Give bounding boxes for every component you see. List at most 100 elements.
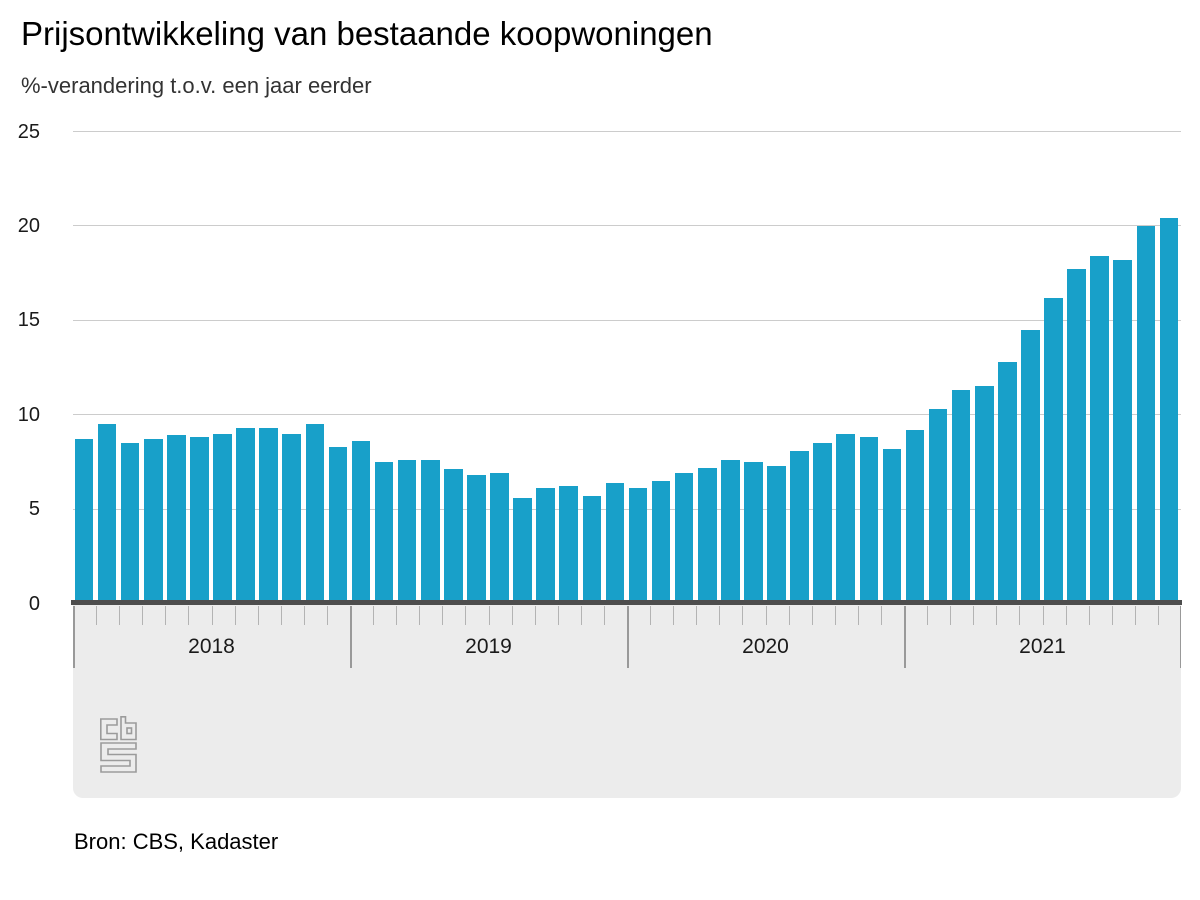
x-axis-year-label: 2019 (465, 634, 512, 658)
month-tick (1065, 605, 1067, 625)
month-tick (465, 605, 467, 625)
y-axis-label: 15 (17, 309, 40, 332)
bar-2019-01 (351, 441, 371, 604)
x-axis-line (71, 600, 1182, 605)
bar-2020-08 (790, 450, 809, 604)
bar-2019-08 (513, 497, 532, 604)
bar-2019-07 (490, 473, 509, 604)
gridline-25 (73, 131, 1181, 132)
y-axis-label: 20 (17, 214, 40, 237)
chart-subtitle: %-verandering t.o.v. een jaar eerder (21, 73, 372, 98)
source-note: Bron: CBS, Kadaster (74, 829, 279, 854)
month-tick (326, 605, 328, 625)
x-axis-panel: 2018 2019 2020 2021 (73, 604, 1181, 798)
bar-2018-12 (328, 446, 348, 604)
bar-2021-06 (1021, 329, 1040, 604)
bar-2021-12 (1159, 218, 1179, 604)
y-axis-label: 25 (17, 120, 40, 143)
bar-2021-02 (928, 409, 948, 604)
year-divider (1179, 605, 1181, 668)
month-tick (696, 605, 698, 625)
bar-2019-06 (467, 475, 486, 604)
plot-area (73, 131, 1181, 604)
bar-2020-11 (859, 437, 879, 604)
bar-2019-12 (605, 482, 625, 604)
bar-2021-01 (905, 429, 925, 604)
year-divider (627, 605, 629, 668)
bar-2020-09 (813, 443, 832, 604)
month-tick (950, 605, 952, 625)
month-tick (165, 605, 167, 625)
month-tick (927, 605, 929, 625)
bar-2018-05 (167, 435, 186, 604)
bar-2021-05 (998, 361, 1017, 604)
month-tick (442, 605, 444, 625)
bar-2018-11 (305, 424, 325, 604)
bar-2021-08 (1067, 269, 1086, 604)
bar-2020-07 (767, 465, 786, 604)
bar-2019-09 (536, 488, 555, 604)
bar-2021-07 (1044, 297, 1063, 604)
month-tick (419, 605, 421, 625)
bar-2018-06 (190, 437, 209, 604)
month-tick (488, 605, 490, 625)
month-tick (1157, 605, 1159, 625)
x-axis-year-label: 2020 (742, 634, 789, 658)
month-tick (188, 605, 190, 625)
month-tick (234, 605, 236, 625)
x-axis-year-label: 2021 (1019, 634, 1066, 658)
bar-2020-04 (697, 467, 717, 604)
bar-2020-12 (882, 448, 902, 604)
month-tick (1088, 605, 1090, 625)
y-axis-label: 5 (28, 498, 40, 521)
chart-title: Prijsontwikkeling van bestaande koopwoni… (21, 15, 713, 52)
bar-2020-02 (651, 480, 671, 604)
bar-2019-11 (582, 495, 602, 604)
month-tick (119, 605, 121, 625)
month-tick (373, 605, 375, 625)
bar-2018-09 (259, 427, 278, 604)
month-tick (973, 605, 975, 625)
month-tick (742, 605, 744, 625)
bar-2021-10 (1113, 259, 1133, 604)
bar-2018-07 (213, 433, 232, 604)
month-tick (303, 605, 305, 625)
month-tick (673, 605, 675, 625)
bar-2018-02 (97, 424, 117, 604)
gridline-20 (73, 225, 1181, 227)
bar-2018-10 (282, 433, 302, 604)
bar-2021-04 (974, 386, 994, 604)
month-tick (650, 605, 652, 625)
month-tick (719, 605, 721, 625)
month-tick (280, 605, 282, 625)
y-axis: 0 5 10 15 20 25 (0, 0, 40, 700)
month-tick (1111, 605, 1113, 625)
bar-2021-11 (1136, 225, 1156, 604)
bar-2020-03 (674, 473, 694, 604)
year-divider (350, 605, 352, 668)
bar-2018-03 (120, 443, 140, 604)
year-divider (73, 605, 75, 668)
month-tick (765, 605, 767, 625)
month-tick (811, 605, 813, 625)
gridline-5 (73, 508, 1181, 510)
bar-2020-05 (721, 460, 740, 604)
bar-2019-03 (397, 460, 417, 604)
month-tick (534, 605, 536, 625)
bar-2021-09 (1090, 256, 1109, 604)
bar-2021-03 (951, 390, 971, 604)
gridline-10 (73, 414, 1181, 416)
bar-2018-08 (236, 427, 255, 604)
month-tick (511, 605, 513, 625)
bar-2020-10 (836, 433, 856, 604)
month-tick (257, 605, 259, 625)
bar-2019-04 (420, 460, 440, 604)
bar-2019-02 (374, 461, 394, 604)
month-tick (96, 605, 98, 625)
month-tick (142, 605, 144, 625)
month-tick (1019, 605, 1021, 625)
bar-2019-10 (559, 486, 579, 604)
month-tick (557, 605, 559, 625)
y-axis-label: 0 (28, 592, 40, 615)
month-tick (1134, 605, 1136, 625)
